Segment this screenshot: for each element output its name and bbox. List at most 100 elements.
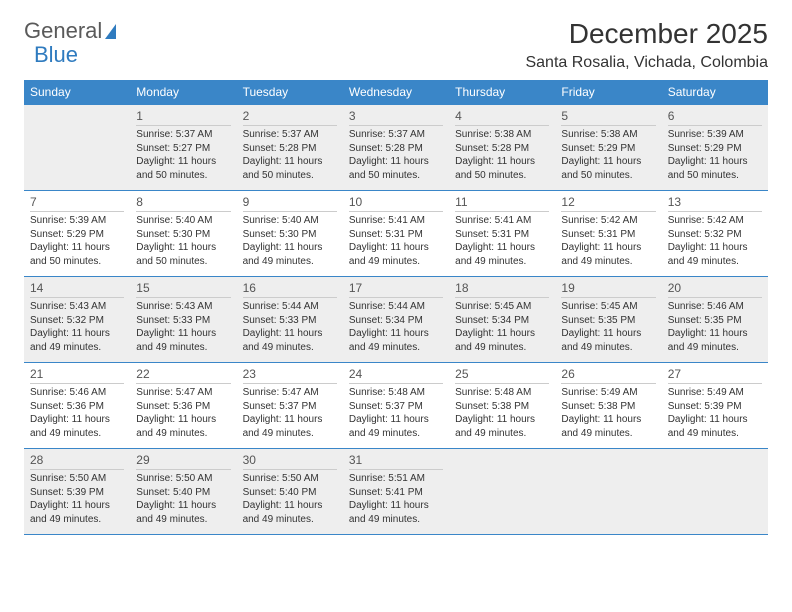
daylight-text: Daylight: 11 hours and 49 minutes.	[349, 499, 443, 526]
day-cell: 9Sunrise: 5:40 AMSunset: 5:30 PMDaylight…	[237, 191, 343, 276]
sunset-text: Sunset: 5:28 PM	[349, 142, 443, 156]
day-cell: 19Sunrise: 5:45 AMSunset: 5:35 PMDayligh…	[555, 277, 661, 362]
daylight-text: Daylight: 11 hours and 49 minutes.	[136, 499, 230, 526]
day-number: 24	[349, 367, 443, 384]
sunset-text: Sunset: 5:29 PM	[561, 142, 655, 156]
daylight-text: Daylight: 11 hours and 49 minutes.	[30, 327, 124, 354]
day-cell: 12Sunrise: 5:42 AMSunset: 5:31 PMDayligh…	[555, 191, 661, 276]
day-cell: 7Sunrise: 5:39 AMSunset: 5:29 PMDaylight…	[24, 191, 130, 276]
day-number: 10	[349, 195, 443, 212]
sunset-text: Sunset: 5:28 PM	[455, 142, 549, 156]
daylight-text: Daylight: 11 hours and 49 minutes.	[561, 241, 655, 268]
sunrise-text: Sunrise: 5:42 AM	[561, 214, 655, 228]
sunset-text: Sunset: 5:39 PM	[30, 486, 124, 500]
week-row: 28Sunrise: 5:50 AMSunset: 5:39 PMDayligh…	[24, 449, 768, 535]
sunrise-text: Sunrise: 5:37 AM	[349, 128, 443, 142]
sunset-text: Sunset: 5:34 PM	[349, 314, 443, 328]
day-number: 13	[668, 195, 762, 212]
location-text: Santa Rosalia, Vichada, Colombia	[525, 54, 768, 72]
day-number: 8	[136, 195, 230, 212]
daylight-text: Daylight: 11 hours and 50 minutes.	[561, 155, 655, 182]
day-cell	[24, 105, 130, 190]
sunset-text: Sunset: 5:37 PM	[243, 400, 337, 414]
weekday-monday: Monday	[130, 80, 236, 104]
title-block: December 2025 Santa Rosalia, Vichada, Co…	[525, 18, 768, 72]
sunrise-text: Sunrise: 5:44 AM	[243, 300, 337, 314]
weekday-saturday: Saturday	[662, 80, 768, 104]
day-number: 3	[349, 109, 443, 126]
sunrise-text: Sunrise: 5:50 AM	[136, 472, 230, 486]
sunrise-text: Sunrise: 5:37 AM	[136, 128, 230, 142]
sunrise-text: Sunrise: 5:41 AM	[349, 214, 443, 228]
sunset-text: Sunset: 5:29 PM	[30, 228, 124, 242]
day-cell: 25Sunrise: 5:48 AMSunset: 5:38 PMDayligh…	[449, 363, 555, 448]
sunset-text: Sunset: 5:33 PM	[136, 314, 230, 328]
day-cell: 13Sunrise: 5:42 AMSunset: 5:32 PMDayligh…	[662, 191, 768, 276]
sunrise-text: Sunrise: 5:48 AM	[349, 386, 443, 400]
day-cell: 31 Sunrise: 5:51 AMSunset: 5:41 PMDayligh…	[343, 449, 449, 534]
sunrise-text: Sunrise: 5:40 AM	[136, 214, 230, 228]
calendar: Sunday Monday Tuesday Wednesday Thursday…	[24, 80, 768, 535]
day-number: 20	[668, 281, 762, 298]
day-cell: 23Sunrise: 5:47 AMSunset: 5:37 PMDayligh…	[237, 363, 343, 448]
logo-sail-icon	[104, 22, 122, 40]
sunrise-text: Sunrise: 5:40 AM	[243, 214, 337, 228]
daylight-text: Daylight: 11 hours and 50 minutes.	[30, 241, 124, 268]
day-number: 31	[349, 453, 443, 470]
daylight-text: Daylight: 11 hours and 49 minutes.	[455, 413, 549, 440]
sunset-text: Sunset: 5:32 PM	[668, 228, 762, 242]
sunset-text: Sunset: 5:32 PM	[30, 314, 124, 328]
sunrise-text: Sunrise: 5:43 AM	[136, 300, 230, 314]
day-cell: 24Sunrise: 5:48 AMSunset: 5:37 PMDayligh…	[343, 363, 449, 448]
day-number: 16	[243, 281, 337, 298]
month-title: December 2025	[525, 18, 768, 50]
day-cell	[662, 449, 768, 534]
sunset-text: Sunset: 5:31 PM	[455, 228, 549, 242]
day-cell: 17Sunrise: 5:44 AMSunset: 5:34 PMDayligh…	[343, 277, 449, 362]
day-number: 12	[561, 195, 655, 212]
daylight-text: Daylight: 11 hours and 50 minutes.	[455, 155, 549, 182]
sunrise-text: Sunrise: 5:38 AM	[561, 128, 655, 142]
daylight-text: Daylight: 11 hours and 50 minutes.	[136, 155, 230, 182]
sunrise-text: Sunrise: 5:44 AM	[349, 300, 443, 314]
day-number: 23	[243, 367, 337, 384]
daylight-text: Daylight: 11 hours and 49 minutes.	[136, 413, 230, 440]
day-number: 7	[30, 195, 124, 212]
sunrise-text: Sunrise: 5:51 AM	[349, 472, 443, 486]
weekday-header-row: Sunday Monday Tuesday Wednesday Thursday…	[24, 80, 768, 104]
day-number: 17	[349, 281, 443, 298]
sunset-text: Sunset: 5:36 PM	[30, 400, 124, 414]
daylight-text: Daylight: 11 hours and 49 minutes.	[561, 327, 655, 354]
day-number: 26	[561, 367, 655, 384]
sunset-text: Sunset: 5:41 PM	[349, 486, 443, 500]
day-cell: 16Sunrise: 5:44 AMSunset: 5:33 PMDayligh…	[237, 277, 343, 362]
day-cell: 30Sunrise: 5:50 AMSunset: 5:40 PMDayligh…	[237, 449, 343, 534]
day-cell: 15Sunrise: 5:43 AMSunset: 5:33 PMDayligh…	[130, 277, 236, 362]
daylight-text: Daylight: 11 hours and 49 minutes.	[455, 241, 549, 268]
daylight-text: Daylight: 11 hours and 49 minutes.	[349, 413, 443, 440]
day-number: 30	[243, 453, 337, 470]
sunrise-text: Sunrise: 5:41 AM	[455, 214, 549, 228]
day-number: 15	[136, 281, 230, 298]
day-cell: 27Sunrise: 5:49 AMSunset: 5:39 PMDayligh…	[662, 363, 768, 448]
day-cell: 5Sunrise: 5:38 AMSunset: 5:29 PMDaylight…	[555, 105, 661, 190]
day-cell: 4Sunrise: 5:38 AMSunset: 5:28 PMDaylight…	[449, 105, 555, 190]
daylight-text: Daylight: 11 hours and 49 minutes.	[668, 413, 762, 440]
day-cell: 28Sunrise: 5:50 AMSunset: 5:39 PMDayligh…	[24, 449, 130, 534]
sunset-text: Sunset: 5:35 PM	[561, 314, 655, 328]
sunset-text: Sunset: 5:27 PM	[136, 142, 230, 156]
sunset-text: Sunset: 5:30 PM	[136, 228, 230, 242]
day-number: 19	[561, 281, 655, 298]
sunset-text: Sunset: 5:33 PM	[243, 314, 337, 328]
daylight-text: Daylight: 11 hours and 49 minutes.	[668, 327, 762, 354]
day-number: 6	[668, 109, 762, 126]
day-cell: 11Sunrise: 5:41 AMSunset: 5:31 PMDayligh…	[449, 191, 555, 276]
sunrise-text: Sunrise: 5:49 AM	[668, 386, 762, 400]
day-cell: 6Sunrise: 5:39 AMSunset: 5:29 PMDaylight…	[662, 105, 768, 190]
day-number: 27	[668, 367, 762, 384]
weekday-wednesday: Wednesday	[343, 80, 449, 104]
daylight-text: Daylight: 11 hours and 49 minutes.	[30, 413, 124, 440]
day-cell: 2Sunrise: 5:37 AMSunset: 5:28 PMDaylight…	[237, 105, 343, 190]
daylight-text: Daylight: 11 hours and 49 minutes.	[349, 241, 443, 268]
day-number: 25	[455, 367, 549, 384]
